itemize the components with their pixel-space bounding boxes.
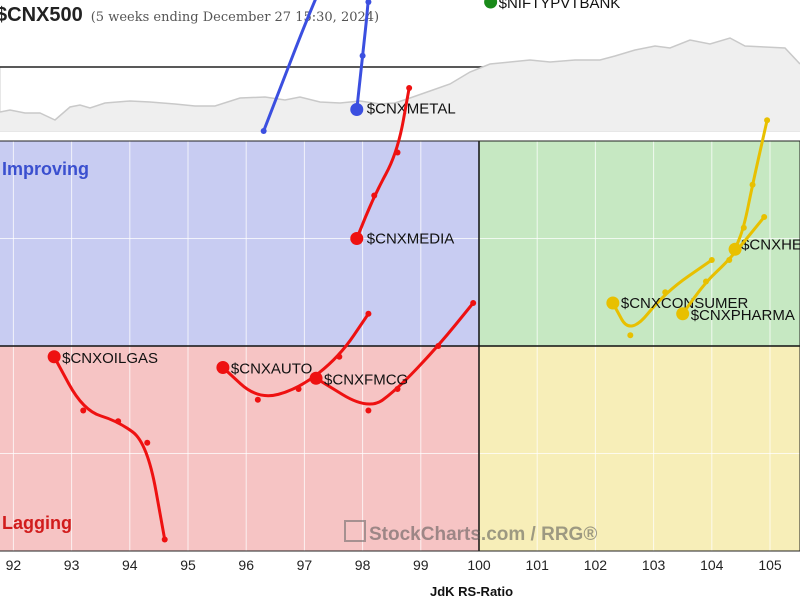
x-tick-label: 101 [526,557,550,573]
label-cnxauto: $CNXAUTO [231,361,312,378]
tail-point-cnxmetal [365,0,372,5]
x-tick-label: 92 [6,557,22,573]
tail-point-cnxhealth [740,224,747,231]
tail-point-cnxconsumer [662,289,669,296]
watermark-logo: StockCharts.com / RRG® [344,520,597,545]
label-cnxhealth: $CNXHE [741,236,800,253]
label-cnxmetal: $CNXMETAL [367,101,456,118]
tail-cnxoilgas [52,355,167,541]
tail-niftypvtbank [487,0,493,4]
x-tick-label: 103 [642,557,666,573]
tail-point-cnxhealth [764,117,771,124]
label-cnxoilgas: $CNXOILGAS [62,350,158,367]
x-tick-label: 98 [355,557,371,573]
tail-cnxfmcg [314,301,475,406]
head-cnxauto [216,361,230,374]
index-strip-line [0,37,800,121]
x-tick-label: 94 [122,557,138,573]
tail-point-cnxpharma [726,257,733,263]
x-axis-label: JdK RS-Ratio [430,584,514,599]
x-tick-label: 105 [758,557,782,573]
watermark-text: StockCharts.com / RRG® [369,524,597,545]
tail-point-cnxpharma [761,214,768,220]
tail-point-cnxmedia [406,85,413,91]
tail-point-cnxhealth [749,181,756,188]
tail-point-cnxfmcg [470,300,477,306]
tail-point-cnxfmcg [435,343,442,349]
x-tick-label: 104 [700,557,724,573]
label-cnxfmcg: $CNXFMCG [324,371,408,388]
x-tick-label: 96 [238,557,254,573]
quadrant-weakening [479,346,800,551]
label-cnxpharma: $CNXPHARMA [691,307,795,324]
tail-point-cnxauto [365,310,372,317]
head-cnxfmcg [309,371,323,385]
quadrant-label-improving: Improving [2,159,89,179]
tail-point-cnxoilgas [115,418,122,425]
head-cnxoilgas [47,350,61,364]
x-tick-label: 100 [467,557,491,573]
label-cnxconsumer: $CNXCONSUMER [621,295,749,312]
head-cnxpharma [676,307,690,321]
tail-point-cnxauto [336,353,343,360]
tail-point-cnxfmcg [394,386,401,392]
head-cnxconsumer [606,296,620,310]
chart-title: $CNX500 [0,4,83,26]
tail-point-cnxmedia [371,192,378,199]
x-tick-label: 93 [64,557,80,573]
label-cnxmedia: $CNXMEDIA [367,231,455,248]
tail-point-cnxauto [295,386,302,392]
tail-point-cnxoilgas [80,407,87,414]
tail-point-cnxconsumer [627,332,634,339]
quadrant-leading [479,141,800,346]
tail-cnxconsumer [611,258,714,328]
tail-cnxrealty [262,0,317,133]
head-cnxmetal [350,103,364,116]
tail-point-cnxoilgas [161,536,168,543]
tail-point-cnxfmcg [365,407,372,414]
tail-point-cnxoilgas [144,439,151,446]
head-cnxmedia [350,232,364,245]
quadrant-label-lagging: Lagging [2,513,72,533]
quadrant-lagging [0,346,479,551]
head-niftypvtbank [484,0,498,9]
label-niftypvtbank: $NIFTYPVTBANK [499,0,621,12]
x-tick-label: 97 [297,557,313,573]
tail-point-cnxmetal [359,52,366,59]
quadrant-improving [0,141,479,346]
tail-point-cnxrealty [260,128,267,134]
tail-point-cnxmedia [394,149,401,156]
head-cnxhealth [728,242,742,256]
index-strip-area [0,38,800,131]
tail-point-cnxpharma [702,278,709,285]
x-tick-label: 95 [180,557,196,573]
tail-point-cnxauto [254,396,261,403]
x-tick-label: 99 [413,557,429,573]
tail-point-cnxconsumer [708,257,715,263]
x-tick-label: 102 [584,557,608,573]
